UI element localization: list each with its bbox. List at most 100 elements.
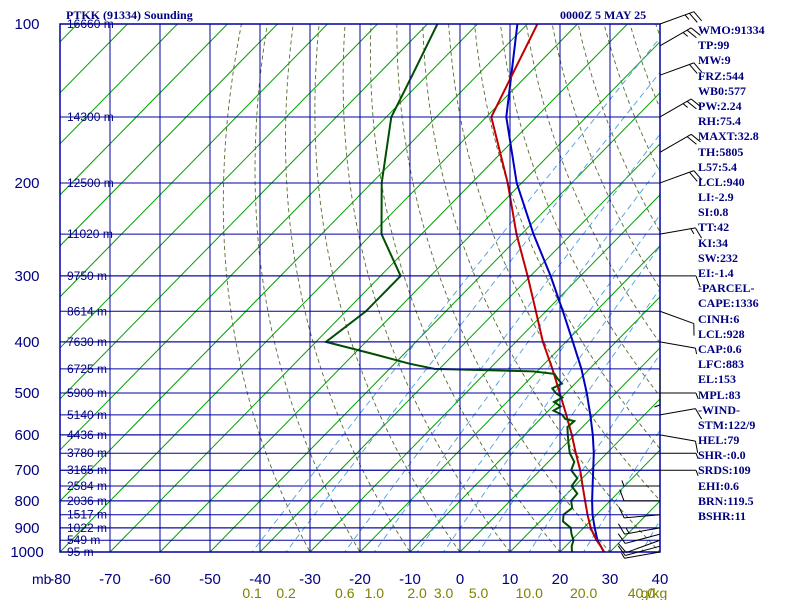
mixing-ratio-line [416, 214, 660, 552]
temperature-tick-label: 10 [502, 571, 519, 588]
index-item: SW:232 [698, 250, 739, 265]
dry-adiabat-line [551, 24, 660, 290]
height-label: 2584 m [67, 479, 107, 493]
index-item: EL:153 [698, 372, 737, 387]
mixing-ratio-label: 40.0 [628, 585, 655, 600]
isotherm-line [60, 24, 378, 349]
pressure-tick-label: 700 [14, 462, 39, 479]
index-item: MPL:83 [698, 387, 741, 402]
index-item: KI:34 [698, 235, 728, 250]
mixing-ratio-line [251, 37, 660, 552]
index-item: SHR-:0.0 [698, 448, 746, 463]
dry-adiabat-line [396, 24, 611, 552]
mixing-ratio-label: 2.0 [407, 585, 427, 600]
mixing-ratio-label: 0.1 [242, 585, 262, 600]
mixing-ratio-line [373, 165, 660, 552]
x-axis-unit-label: mb [32, 571, 52, 587]
isotherm-line [60, 24, 328, 298]
isotherm-line [109, 24, 628, 552]
index-item: TP:99 [698, 38, 730, 53]
mixing-ratio-label: 0.6 [335, 585, 355, 600]
wind-barb [619, 489, 660, 502]
mixing-ratio-line [285, 71, 660, 552]
pressure-tick-label: 1000 [10, 544, 43, 561]
mixing-ratio-unit: g/kg [641, 585, 667, 600]
height-label: 5140 m [67, 408, 107, 422]
mixing-ratio-line [478, 288, 660, 552]
temperature-tick-label: -30 [299, 571, 321, 588]
index-item: EHI:0.6 [698, 478, 740, 493]
isotherm-line [60, 24, 478, 451]
wind-barb [618, 506, 661, 519]
dry-adiabat-line [499, 24, 660, 397]
index-item: MW:9 [698, 53, 731, 68]
index-item: MAXT:32.8 [698, 129, 759, 144]
dry-adiabat-line [422, 24, 660, 552]
wind-barb [654, 368, 661, 408]
wind-barb [621, 551, 661, 559]
index-item: FRZ:544 [698, 68, 744, 83]
pressure-tick-label: 900 [14, 520, 39, 537]
height-label: 12500 m [67, 176, 114, 190]
wind-barb [617, 539, 661, 554]
mixing-ratio-label: 10.0 [516, 585, 543, 600]
index-item: LCL:940 [698, 174, 745, 189]
temperature-tick-label: -50 [199, 571, 221, 588]
dry-adiabat-line [474, 24, 660, 450]
wind-barb [659, 434, 699, 453]
index-item: TT:42 [698, 220, 730, 235]
height-label: 549 m [67, 533, 100, 547]
index-item: -WIND- [698, 402, 740, 417]
index-item: BRN:119.5 [698, 493, 754, 508]
height-label: 16660 m [67, 17, 114, 31]
height-label: 7630 m [67, 335, 107, 349]
height-label: 95 m [67, 545, 94, 559]
mixing-ratio-label: 0.2 [276, 585, 296, 600]
index-item: SI:0.8 [698, 205, 729, 220]
wind-barb [659, 62, 703, 76]
index-item: CINH:6 [698, 311, 740, 326]
height-label: 2036 m [67, 494, 107, 508]
temperature-tick-label: -20 [349, 571, 371, 588]
dry-adiabat-line [285, 24, 411, 552]
wind-barb [659, 310, 695, 336]
dry-adiabat-line [759, 24, 800, 563]
parcel-line [505, 24, 605, 552]
wind-barb [621, 480, 660, 487]
isotherm-line [459, 347, 660, 552]
wind-barb [660, 452, 699, 460]
pressure-tick-label: 100 [14, 16, 39, 33]
height-label: 9750 m [67, 269, 107, 283]
index-item: -PARCEL- [698, 281, 755, 296]
index-item: LI:-2.9 [698, 190, 734, 205]
index-item: PW:2.24 [698, 98, 742, 113]
mixing-ratio-line [640, 519, 660, 552]
stability-indices-panel: WMO:91334 TP:99 MW:9 FRZ:544 WB0:577 PW:2.24 R… [698, 23, 765, 524]
isotherm-line [159, 41, 660, 552]
dry-adiabat-line [314, 24, 461, 552]
wind-barb [660, 469, 699, 476]
mixing-ratio-label: 5.0 [469, 585, 489, 600]
isotherm-line [509, 398, 660, 552]
index-item: EI:-1.4 [698, 266, 734, 280]
mixing-ratio-line [583, 429, 660, 552]
dry-adiabat-line [369, 24, 561, 552]
index-item: WMO:91334 [698, 23, 765, 37]
mixing-ratio-line [528, 353, 660, 552]
pressure-tick-label: 200 [14, 175, 39, 192]
dry-adiabat-line [222, 24, 311, 552]
mixing-ratio-label: 1.0 [365, 585, 385, 600]
index-item: HEL:79 [698, 433, 740, 448]
wind-profile [617, 11, 703, 559]
temperature-tick-label: -80 [49, 571, 71, 588]
temperature-tick-label: -40 [249, 571, 271, 588]
height-label: 4436 m [67, 428, 107, 442]
index-item: TH:5805 [698, 144, 744, 159]
isotherm-line [409, 296, 660, 552]
isotherm-line [60, 24, 228, 196]
wind-barb [659, 408, 703, 420]
plot-frame [59, 23, 661, 553]
isotherm-line [60, 24, 528, 502]
isotherm-line [559, 449, 660, 552]
